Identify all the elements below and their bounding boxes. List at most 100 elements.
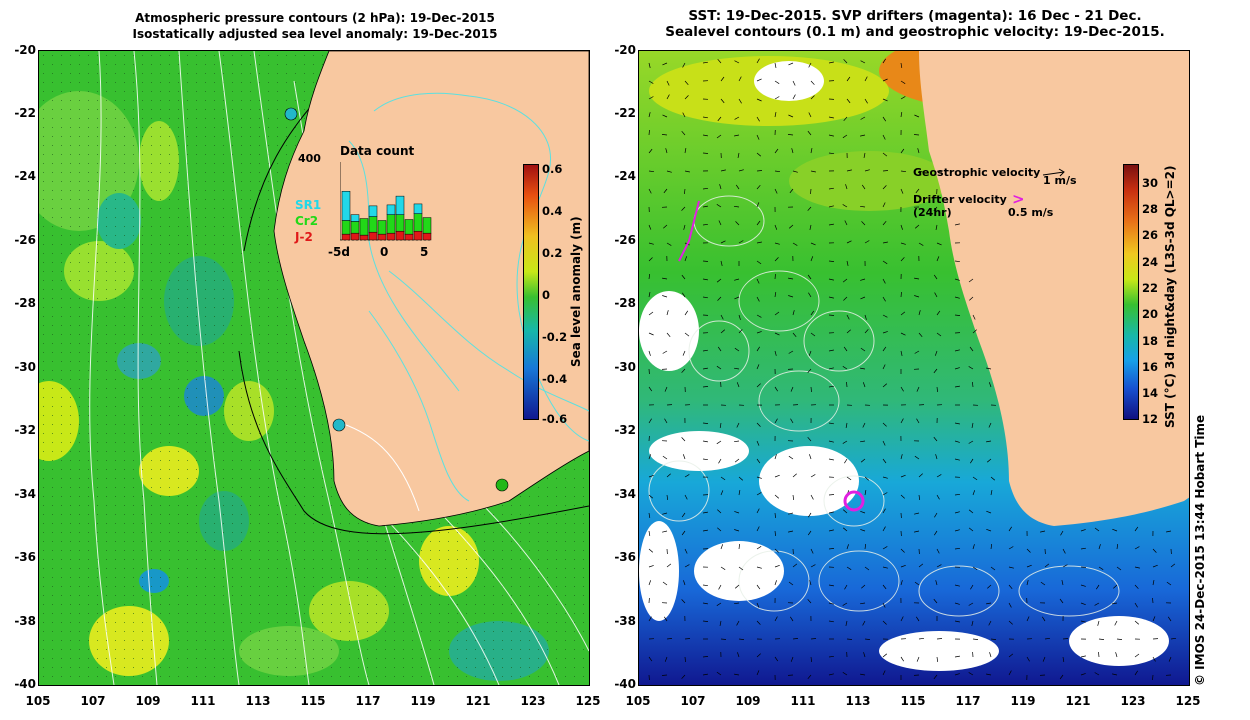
geostrophic-arrow <box>846 98 851 104</box>
geostrophic-arrow <box>790 386 794 392</box>
geostrophic-arrow <box>684 80 689 86</box>
geostrophic-arrow <box>666 94 670 100</box>
geostrophic-arrow <box>1061 580 1064 586</box>
left-lat-label: -40 <box>14 677 36 691</box>
geostrophic-velocity-label: Geostrophic velocity <box>913 166 1041 179</box>
geostrophic-arrow <box>774 386 778 392</box>
geostrophic-arrow <box>954 602 960 605</box>
geostrophic-arrow <box>969 346 974 352</box>
geostrophic-arrow <box>933 206 938 212</box>
geostrophic-arrow <box>828 602 834 605</box>
geostrophic-arrow <box>1094 527 1100 532</box>
geostrophic-arrow <box>756 78 762 82</box>
inset-xtick: -5d <box>328 245 350 259</box>
geostrophic-arrow <box>900 474 906 478</box>
sst-map <box>638 50 1190 686</box>
geostrophic-arrow <box>738 490 741 496</box>
right-lat-label: -36 <box>614 550 636 564</box>
geostrophic-arrow <box>666 170 672 173</box>
geostrophic-arrow <box>968 602 974 606</box>
geostrophic-arrow <box>828 152 835 155</box>
geostrophic-arrow <box>702 529 708 532</box>
geostrophic-arrow <box>738 240 744 244</box>
geostrophic-arrow <box>914 114 920 118</box>
geostrophic-arrow <box>681 274 686 280</box>
left-lat-label: -24 <box>14 169 36 183</box>
geostrophic-arrow <box>1112 528 1118 532</box>
geostrophic-arrow <box>774 292 777 298</box>
geostrophic-arrow <box>900 580 903 586</box>
inset-bar-cr2 <box>404 219 414 235</box>
geostrophic-arrow <box>1080 620 1086 623</box>
geostrophic-arrow <box>702 278 708 281</box>
right-lon-label: 125 <box>1175 694 1201 708</box>
geostrophic-arrow <box>702 367 708 370</box>
geostrophic-arrow <box>790 616 794 622</box>
geostrophic-arrow <box>828 367 834 370</box>
geostrophic-arrow <box>737 152 740 158</box>
geostrophic-arrow <box>681 206 686 211</box>
geostrophic-arrow <box>882 492 888 496</box>
geostrophic-arrow <box>719 184 722 190</box>
geostrophic-arrow <box>1168 656 1172 662</box>
geostrophic-arrow <box>842 134 848 139</box>
inset-bar-j-2 <box>350 232 360 241</box>
geostrophic-arrow <box>716 278 722 283</box>
inset-bar-j-2 <box>404 233 414 241</box>
geostrophic-arrow <box>807 674 812 680</box>
geostrophic-arrow <box>702 134 708 137</box>
geostrophic-arrow <box>810 170 816 173</box>
drifter-velocity-sublabel: (24hr) <box>913 206 952 219</box>
geostrophic-arrow <box>789 188 794 194</box>
geostrophic-arrow <box>702 673 708 676</box>
geostrophic-arrow <box>954 547 961 550</box>
geostrophic-arrow <box>1098 566 1104 570</box>
geostrophic-arrow <box>862 382 866 388</box>
geostrophic-arrow <box>936 494 940 500</box>
inset-bar-cr2 <box>395 214 405 232</box>
geostrophic-arrow <box>900 418 904 424</box>
geostrophic-arrow <box>810 148 813 154</box>
geostrophic-arrow <box>718 220 722 226</box>
geostrophic-arrow <box>842 440 848 444</box>
geostrophic-arrow <box>1094 672 1100 676</box>
geostrophic-arrow <box>809 454 812 460</box>
geostrophic-arrow <box>1044 563 1050 568</box>
geostrophic-arrow <box>882 58 886 64</box>
left-lon-label: 125 <box>575 694 601 708</box>
geostrophic-arrow <box>756 296 760 302</box>
geostrophic-arrow <box>792 332 797 338</box>
geostrophic-arrow <box>790 656 794 662</box>
inset-bar-j-2 <box>341 233 351 241</box>
geostrophic-arrow <box>917 148 920 154</box>
geostrophic-arrow <box>828 385 834 388</box>
geostrophic-arrow <box>842 366 848 370</box>
geostrophic-arrow <box>844 220 848 226</box>
geostrophic-arrow <box>972 329 977 334</box>
geostrophic-arrow <box>648 80 654 84</box>
sla-colorbar-tick: -0.4 <box>542 372 568 386</box>
geostrophic-arrow <box>1042 616 1046 622</box>
geostrophic-arrow <box>990 490 993 496</box>
geostrophic-arrow <box>882 458 887 464</box>
geostrophic-arrow <box>1062 564 1068 568</box>
geostrophic-arrow <box>860 673 866 676</box>
geostrophic-arrow <box>808 292 812 298</box>
geostrophic-arrow <box>756 620 761 625</box>
inset-bar-cr2 <box>422 217 432 234</box>
geostrophic-arrow <box>900 242 906 245</box>
geostrophic-arrow <box>648 530 651 536</box>
geostrophic-arrow <box>702 187 709 190</box>
geostrophic-arrow <box>1098 544 1101 550</box>
right-panel-title: SST: 19-Dec-2015. SVP drifters (magenta)… <box>640 8 1190 40</box>
sst-colorbar <box>1123 164 1139 420</box>
geostrophic-arrow <box>774 564 780 568</box>
geostrophic-arrow <box>843 296 848 301</box>
drifter-track <box>678 200 700 262</box>
geostrophic-arrow <box>681 530 686 536</box>
geostrophic-arrow <box>1026 656 1030 662</box>
geostrophic-arrow <box>810 188 812 195</box>
geostrophic-arrow <box>860 134 866 137</box>
geostrophic-arrow <box>1112 602 1118 605</box>
geostrophic-arrow <box>717 509 722 514</box>
